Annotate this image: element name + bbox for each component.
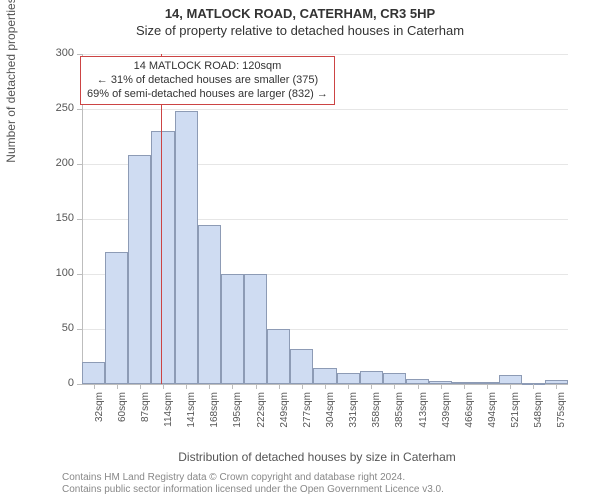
histogram-bar [337,373,360,384]
histogram-bar [128,155,151,384]
x-tick [325,384,326,389]
x-tick-label: 439sqm [441,392,452,442]
x-tick [94,384,95,389]
x-axis-label: Distribution of detached houses by size … [62,450,572,464]
x-tick-label: 466sqm [464,392,475,442]
histogram-bar [221,274,244,384]
x-tick [140,384,141,389]
x-tick [556,384,557,389]
page-title-line2: Size of property relative to detached ho… [0,23,600,38]
y-tick-label: 200 [34,157,74,169]
x-tick [394,384,395,389]
x-tick-label: 195sqm [232,392,243,442]
annotation-box: 14 MATLOCK ROAD: 120sqm ← 31% of detache… [80,56,335,105]
footer-line1: Contains HM Land Registry data © Crown c… [62,472,590,484]
x-tick [279,384,280,389]
x-tick-label: 331sqm [348,392,359,442]
x-tick-label: 385sqm [394,392,405,442]
histogram-bar [151,131,174,384]
x-tick [209,384,210,389]
page: 14, MATLOCK ROAD, CATERHAM, CR3 5HP Size… [0,0,600,500]
y-tick-label: 100 [34,267,74,279]
x-tick-label: 32sqm [94,392,105,442]
x-tick [464,384,465,389]
x-tick [163,384,164,389]
title-block: 14, MATLOCK ROAD, CATERHAM, CR3 5HP Size… [0,6,600,38]
x-tick-label: 521sqm [510,392,521,442]
x-tick [441,384,442,389]
x-tick [186,384,187,389]
x-tick-label: 358sqm [371,392,382,442]
y-axis-label: Number of detached properties [4,0,18,230]
histogram-bar [360,371,383,384]
x-tick-label: 249sqm [279,392,290,442]
histogram-bar [175,111,198,384]
histogram-bar [198,225,221,385]
x-tick [232,384,233,389]
x-tick-label: 168sqm [209,392,220,442]
y-tick-label: 250 [34,102,74,114]
x-tick [256,384,257,389]
x-tick-label: 60sqm [117,392,128,442]
x-tick-label: 141sqm [186,392,197,442]
x-tick-label: 575sqm [556,392,567,442]
x-tick [533,384,534,389]
gridline [82,54,568,55]
annotation-line2: ← 31% of detached houses are smaller (37… [87,74,328,88]
annotation-line1: 14 MATLOCK ROAD: 120sqm [87,60,328,74]
histogram-bar [82,362,105,384]
histogram-bar [383,373,406,384]
histogram-bar [313,368,336,385]
y-tick-label: 0 [34,377,74,389]
histogram-bar [267,329,290,384]
x-tick-label: 413sqm [418,392,429,442]
footer: Contains HM Land Registry data © Crown c… [62,472,590,496]
x-tick-label: 494sqm [487,392,498,442]
footer-line2: Contains public sector information licen… [62,484,590,496]
histogram-bar [105,252,128,384]
x-tick [487,384,488,389]
x-tick [117,384,118,389]
chart-area: 05010015020025030032sqm60sqm87sqm114sqm1… [62,50,572,420]
x-tick [348,384,349,389]
y-tick-label: 300 [34,47,74,59]
histogram-bar [499,375,522,384]
x-tick [418,384,419,389]
annotation-line3: 69% of semi-detached houses are larger (… [87,88,328,102]
x-tick [371,384,372,389]
x-tick-label: 222sqm [256,392,267,442]
y-tick-label: 50 [34,322,74,334]
x-tick [302,384,303,389]
histogram-bar [244,274,267,384]
x-tick-label: 114sqm [163,392,174,442]
x-tick [510,384,511,389]
x-tick-label: 87sqm [140,392,151,442]
y-tick-label: 150 [34,212,74,224]
page-title-line1: 14, MATLOCK ROAD, CATERHAM, CR3 5HP [0,6,600,21]
histogram-bar [290,349,313,384]
x-tick-label: 548sqm [533,392,544,442]
x-tick-label: 277sqm [302,392,313,442]
x-tick-label: 304sqm [325,392,336,442]
gridline [82,109,568,110]
